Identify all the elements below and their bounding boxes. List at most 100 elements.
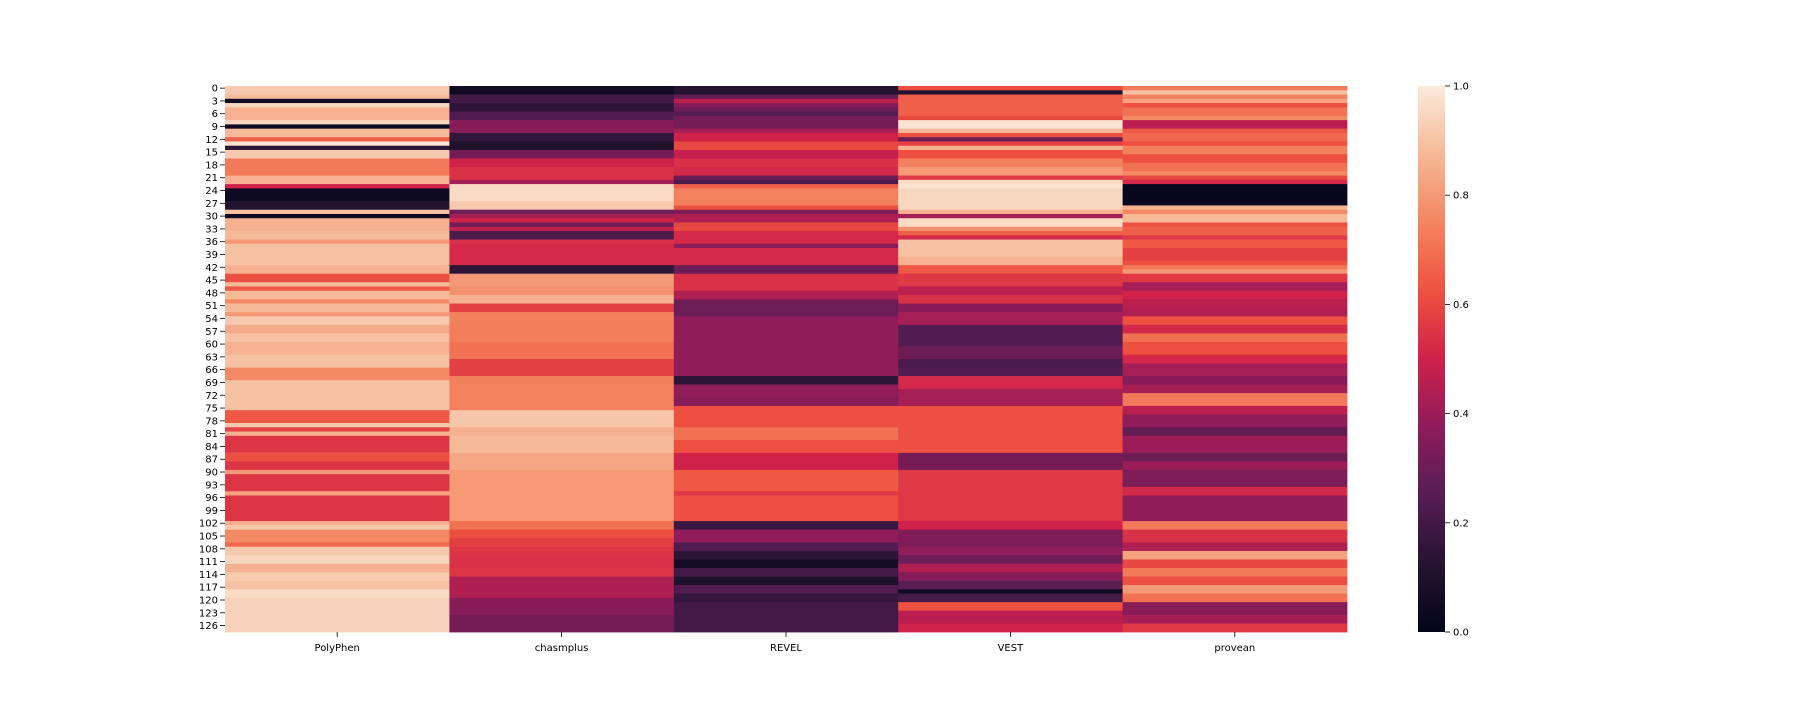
- heatmap-cell: [673, 521, 899, 531]
- heatmap-cell: [449, 243, 675, 266]
- heatmap-cell: [673, 107, 899, 112]
- y-tick-label: 81: [205, 429, 218, 440]
- heatmap-cell: [449, 222, 675, 228]
- heatmap-cell: [673, 440, 899, 454]
- heatmap-cell: [449, 265, 675, 275]
- heatmap-cell: [449, 410, 675, 428]
- heatmap-cell: [1122, 486, 1348, 496]
- heatmap-cell: [898, 376, 1123, 390]
- heatmap-cell: [898, 359, 1123, 368]
- heatmap-cell: [673, 550, 899, 560]
- y-tick-label: 15: [205, 148, 218, 159]
- heatmap-cell: [449, 614, 675, 633]
- y-tick-label: 75: [205, 404, 218, 415]
- heatmap-cell: [1122, 495, 1348, 522]
- y-tick-label: 36: [205, 237, 218, 248]
- heatmap-cell: [898, 546, 1123, 556]
- heatmap-cell: [449, 538, 675, 548]
- heatmap-cell: [898, 184, 1123, 189]
- y-tick-label: 117: [199, 583, 218, 594]
- heatmap-cell: [225, 542, 450, 548]
- heatmap-cell: [1122, 354, 1348, 364]
- heatmap-cell: [1122, 273, 1348, 283]
- heatmap-cell: [449, 597, 675, 616]
- heatmap-cell: [225, 589, 450, 599]
- y-tick-label: 42: [205, 263, 218, 274]
- heatmap-cell: [673, 167, 899, 176]
- heatmap-cell: [898, 137, 1123, 142]
- heatmap-cell: [1122, 248, 1348, 262]
- heatmap-cell: [225, 563, 450, 573]
- heatmap-cell: [1122, 585, 1348, 595]
- heatmap-cell: [449, 218, 675, 223]
- heatmap-cell: [1122, 265, 1348, 270]
- heatmap-cell: [1122, 452, 1348, 462]
- y-tick-label: 18: [205, 160, 218, 171]
- heatmap-cell: [673, 235, 899, 245]
- colorbar-tick-label: 0.8: [1453, 191, 1469, 202]
- heatmap-cell: [1122, 132, 1348, 142]
- heatmap-cell: [898, 175, 1123, 181]
- heatmap-cell: [225, 491, 450, 496]
- heatmap-cell: [1122, 213, 1348, 223]
- heatmap-cell: [898, 86, 1123, 91]
- heatmap-cell: [449, 295, 675, 304]
- heatmap-cell: [225, 175, 450, 185]
- heatmap-cell: [898, 623, 1123, 633]
- heatmap-cell: [225, 98, 450, 104]
- heatmap-cell: [225, 239, 450, 245]
- x-tick-label-provean: provean: [1214, 643, 1255, 654]
- heatmap-cell: [225, 555, 450, 565]
- y-tick-label: 63: [205, 352, 218, 363]
- y-tick-label: 123: [199, 608, 218, 619]
- heatmap-cell: [1122, 333, 1348, 343]
- y-tick-label: 57: [205, 327, 218, 338]
- heatmap-cell: [898, 555, 1123, 565]
- heatmap-cell: [673, 559, 899, 569]
- heatmap-cell: [1122, 239, 1348, 249]
- y-tick-label: 60: [205, 340, 218, 351]
- heatmap-cell: [898, 469, 1123, 522]
- heatmap-cell: [1122, 103, 1348, 108]
- heatmap-cell: [673, 209, 899, 215]
- colorbar-tick-label: 0.6: [1453, 300, 1469, 311]
- heatmap-cell: [898, 295, 1123, 304]
- heatmap-cell: [673, 593, 899, 603]
- heatmap-cell: [1122, 614, 1348, 624]
- heatmap-cell: [225, 546, 450, 556]
- heatmap-cell: [225, 410, 450, 424]
- heatmap-cell: [898, 90, 1123, 95]
- heatmap-cell: [673, 248, 899, 266]
- heatmap-cell: [449, 226, 675, 232]
- heatmap-cell: [673, 469, 899, 492]
- heatmap-cell: [1122, 209, 1348, 215]
- colorbar-tick-label: 0.4: [1453, 409, 1469, 420]
- heatmap-cell: [1122, 316, 1348, 326]
- heatmap-cell: [225, 303, 450, 313]
- heatmap-cell: [449, 184, 675, 202]
- heatmap-cell: [898, 273, 1123, 287]
- heatmap-cell: [673, 231, 899, 236]
- heatmap-cell: [225, 469, 450, 475]
- heatmap-cell: [225, 149, 450, 159]
- heatmap-cell: [449, 132, 675, 142]
- heatmap-cell: [1122, 269, 1348, 275]
- heatmap-cell: [1122, 461, 1348, 471]
- heatmap-cell: [449, 141, 675, 151]
- heatmap-cell: [1122, 141, 1348, 147]
- heatmap-cell: [225, 103, 450, 108]
- heatmap-cell: [225, 474, 450, 492]
- heatmap-cell: [225, 324, 450, 334]
- y-tick-label: 69: [205, 378, 218, 389]
- heatmap-cell: [898, 286, 1123, 296]
- heatmap-cell: [1122, 324, 1348, 334]
- heatmap-cell: [673, 585, 899, 595]
- heatmap-cell: [898, 593, 1123, 603]
- y-tick-label: 111: [199, 557, 218, 568]
- heatmap-cell: [898, 149, 1123, 159]
- colorbar-ticks: 0.0 0.2 0.4 0.6 0.8 1.0: [1445, 82, 1469, 639]
- heatmap-cell: [449, 286, 675, 296]
- heatmap-cell: [225, 312, 450, 317]
- heatmap-cell: [449, 94, 675, 104]
- heatmap-cell: [1122, 154, 1348, 164]
